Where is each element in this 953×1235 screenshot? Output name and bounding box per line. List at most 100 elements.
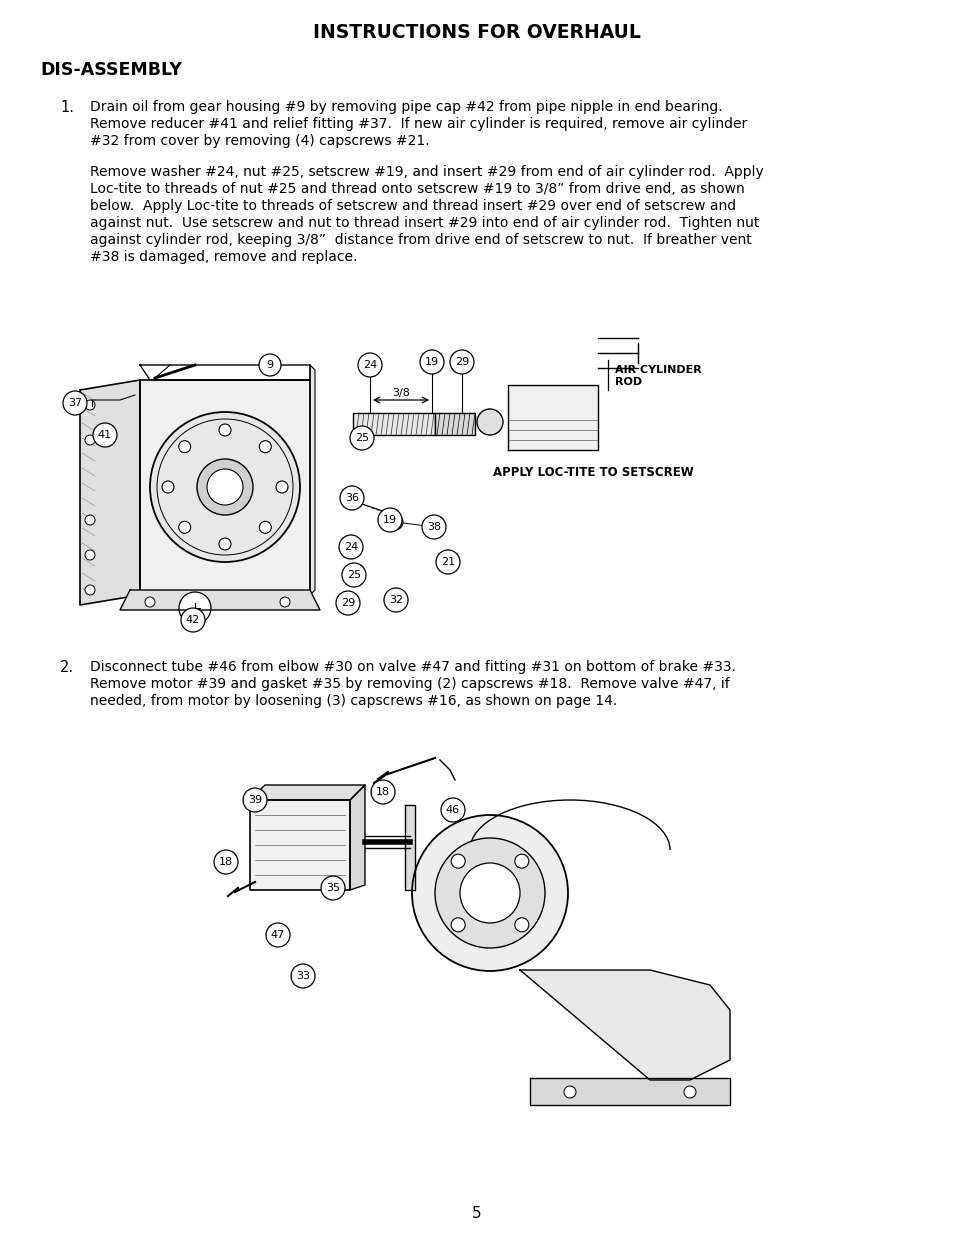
Circle shape [150,412,299,562]
Text: 35: 35 [326,883,339,893]
Circle shape [196,459,253,515]
Circle shape [387,514,402,530]
Circle shape [412,815,567,971]
Circle shape [421,515,446,538]
Text: AIR CYLINDER
ROD: AIR CYLINDER ROD [615,366,701,387]
Circle shape [440,798,464,823]
Polygon shape [140,366,310,380]
Circle shape [213,850,237,874]
Circle shape [219,424,231,436]
Text: 19: 19 [382,515,396,525]
Circle shape [451,918,465,932]
Circle shape [207,469,243,505]
Circle shape [92,424,117,447]
Circle shape [320,876,345,900]
Circle shape [85,515,95,525]
Circle shape [243,788,267,811]
Polygon shape [310,366,314,595]
Text: 41: 41 [98,430,112,440]
Circle shape [145,597,154,606]
Circle shape [85,400,95,410]
Circle shape [178,521,191,534]
Polygon shape [80,380,140,605]
Circle shape [515,855,528,868]
Polygon shape [140,380,310,595]
Circle shape [335,592,359,615]
Text: against nut.  Use setscrew and nut to thread insert #29 into end of air cylinder: against nut. Use setscrew and nut to thr… [90,216,759,230]
Circle shape [350,426,374,450]
Circle shape [338,535,363,559]
Text: Loc-tite to threads of nut #25 and thread onto setscrew #19 to 3/8” from drive e: Loc-tite to threads of nut #25 and threa… [90,182,744,196]
Circle shape [280,597,290,606]
Text: 24: 24 [343,542,357,552]
Text: 18: 18 [218,857,233,867]
Circle shape [371,781,395,804]
Text: Remove washer #24, nut #25, setscrew #19, and insert #29 from end of air cylinde: Remove washer #24, nut #25, setscrew #19… [90,165,763,179]
Circle shape [162,480,173,493]
Circle shape [85,435,95,445]
Circle shape [266,923,290,947]
Circle shape [428,520,441,534]
Text: 38: 38 [427,522,440,532]
Polygon shape [530,1078,729,1105]
Circle shape [377,508,401,532]
Text: Remove motor #39 and gasket #35 by removing (2) capscrews #18.  Remove valve #47: Remove motor #39 and gasket #35 by remov… [90,677,729,692]
Text: APPLY LOC-TITE TO SETSCREW: APPLY LOC-TITE TO SETSCREW [493,466,693,479]
Text: 3/8: 3/8 [392,388,410,398]
Circle shape [436,550,459,574]
Text: 24: 24 [362,359,376,370]
Circle shape [419,350,443,374]
Circle shape [85,550,95,559]
Text: 29: 29 [340,598,355,608]
Circle shape [275,480,288,493]
Text: DIS-ASSEMBLY: DIS-ASSEMBLY [40,61,182,79]
Polygon shape [120,590,319,610]
Circle shape [341,563,366,587]
Text: 37: 37 [68,398,82,408]
Text: Remove reducer #41 and relief fitting #37.  If new air cylinder is required, rem: Remove reducer #41 and relief fitting #3… [90,117,746,131]
Circle shape [476,409,502,435]
Text: INSTRUCTIONS FOR OVERHAUL: INSTRUCTIONS FOR OVERHAUL [313,22,640,42]
Text: 25: 25 [355,433,369,443]
Text: 19: 19 [424,357,438,367]
Circle shape [357,353,381,377]
Text: 5: 5 [472,1205,481,1220]
Circle shape [435,839,544,948]
Circle shape [258,354,281,375]
Polygon shape [350,785,365,890]
Text: 42: 42 [186,615,200,625]
Circle shape [259,521,271,534]
Text: 18: 18 [375,787,390,797]
Text: below.  Apply Loc-tite to threads of setscrew and thread insert #29 over end of : below. Apply Loc-tite to threads of sets… [90,199,736,212]
Circle shape [181,608,205,632]
Polygon shape [250,785,365,800]
Circle shape [563,1086,576,1098]
Circle shape [178,441,191,453]
Circle shape [515,918,528,932]
Text: 2.: 2. [60,659,74,676]
Text: Disconnect tube #46 from elbow #30 on valve #47 and fitting #31 on bottom of bra: Disconnect tube #46 from elbow #30 on va… [90,659,735,674]
Circle shape [683,1086,696,1098]
Text: 1.: 1. [60,100,74,115]
Polygon shape [507,385,598,450]
Text: 25: 25 [347,571,360,580]
Text: against cylinder rod, keeping 3/8”  distance from drive end of setscrew to nut. : against cylinder rod, keeping 3/8” dista… [90,233,751,247]
Text: 21: 21 [440,557,455,567]
Text: 46: 46 [445,805,459,815]
Text: 33: 33 [295,971,310,981]
Text: #38 is damaged, remove and replace.: #38 is damaged, remove and replace. [90,249,357,264]
Polygon shape [250,800,350,890]
Circle shape [384,588,408,613]
Circle shape [459,863,519,923]
Text: 36: 36 [345,493,358,503]
Text: 47: 47 [271,930,285,940]
Circle shape [339,487,364,510]
Circle shape [450,350,474,374]
Text: Drain oil from gear housing #9 by removing pipe cap #42 from pipe nipple in end : Drain oil from gear housing #9 by removi… [90,100,721,114]
Circle shape [63,391,87,415]
Polygon shape [405,805,415,890]
Circle shape [259,441,271,453]
Polygon shape [519,969,729,1079]
Text: 9: 9 [266,359,274,370]
Text: 29: 29 [455,357,469,367]
